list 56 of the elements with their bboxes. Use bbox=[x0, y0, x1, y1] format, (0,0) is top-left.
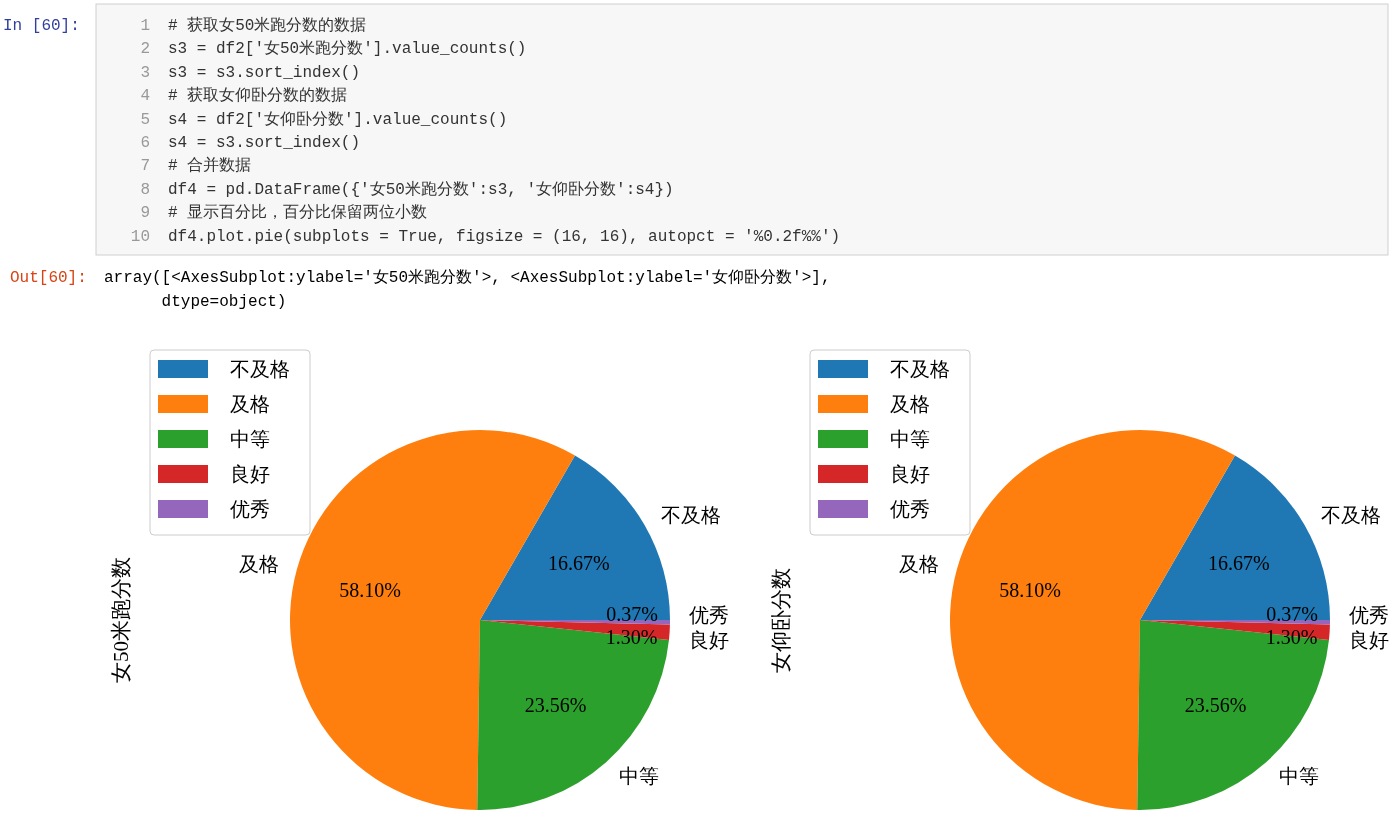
text: s3 = df2['女50米跑分数'].value_counts() bbox=[168, 39, 527, 59]
legend-label: 及格 bbox=[890, 393, 930, 415]
data-label: 16.67% bbox=[1207, 551, 1270, 574]
text: # 显示百分比，百分比保留两位小数 bbox=[168, 203, 428, 223]
data-label: 0.37% bbox=[1266, 603, 1318, 626]
text: # 合并数据 bbox=[168, 156, 252, 176]
slice-label: 不及格 bbox=[660, 504, 721, 527]
legend-label: 中等 bbox=[230, 428, 270, 450]
text: # 获取女仰卧分数的数据 bbox=[168, 86, 348, 106]
text: 10 bbox=[130, 227, 150, 246]
data-label: 58.10% bbox=[999, 578, 1061, 601]
text: 8 bbox=[140, 180, 150, 199]
text: 女仰卧分数 bbox=[769, 567, 793, 673]
slice-label: 良好 bbox=[688, 629, 729, 652]
data-label: 23.56% bbox=[1184, 694, 1247, 717]
text: array([<AxesSubplot:ylabel='女50米跑分数'>, <AxesSubplot:ylabel='女仰卧分数'>], bbox=[104, 268, 831, 287]
slice-label: 及格 bbox=[238, 553, 279, 576]
text: 3 bbox=[140, 63, 150, 82]
legend-label: 中等 bbox=[890, 428, 930, 450]
text: Out[60]: bbox=[10, 269, 87, 287]
text: s4 = df2['女仰卧分数'].value_counts() bbox=[168, 110, 508, 129]
text: # 获取女50米跑分数的数据 bbox=[168, 16, 367, 35]
legend-label: 不及格 bbox=[890, 358, 950, 380]
text: 1 bbox=[140, 17, 150, 35]
slice-label: 中等 bbox=[1278, 765, 1319, 788]
legend-label: 良好 bbox=[890, 463, 930, 485]
slice-label: 优秀 bbox=[688, 604, 729, 627]
text: 7 bbox=[140, 157, 150, 176]
data-label: 58.10% bbox=[339, 578, 401, 601]
legend-label: 优秀 bbox=[230, 498, 270, 520]
slice-label: 中等 bbox=[618, 765, 659, 788]
text: dtype=object) bbox=[104, 293, 287, 311]
text: s4 = s3.sort_index() bbox=[168, 134, 361, 152]
text: 4 bbox=[140, 87, 150, 106]
text: df4 = pd.DataFrame({'女50米跑分数':s3, '女仰卧分数':s4}) bbox=[168, 179, 674, 199]
data-label: 0.37% bbox=[606, 603, 658, 626]
text: 6 bbox=[140, 134, 150, 152]
text: 5 bbox=[140, 110, 150, 129]
slice-label: 良好 bbox=[1348, 629, 1389, 652]
text: 2 bbox=[140, 40, 150, 59]
text: In [60]: bbox=[3, 17, 80, 35]
data-label: 16.67% bbox=[547, 551, 610, 574]
text: 9 bbox=[140, 204, 150, 223]
pie-slice bbox=[477, 620, 669, 810]
legend-label: 及格 bbox=[230, 393, 270, 415]
legend-label: 不及格 bbox=[230, 358, 290, 380]
text: 女50米跑分数 bbox=[109, 557, 133, 683]
legend-label: 优秀 bbox=[890, 498, 930, 520]
slice-label: 不及格 bbox=[1320, 504, 1381, 527]
legend-label: 良好 bbox=[230, 463, 270, 485]
slice-label: 及格 bbox=[898, 553, 939, 576]
text: s3 = s3.sort_index() bbox=[168, 63, 361, 82]
data-label: 23.56% bbox=[524, 694, 587, 717]
pie-slice bbox=[1137, 620, 1329, 810]
slice-label: 优秀 bbox=[1348, 604, 1389, 627]
text: df4.plot.pie(subplots = True, figsize = (16, 16), autopct = '%0.2f%%') bbox=[168, 227, 841, 246]
